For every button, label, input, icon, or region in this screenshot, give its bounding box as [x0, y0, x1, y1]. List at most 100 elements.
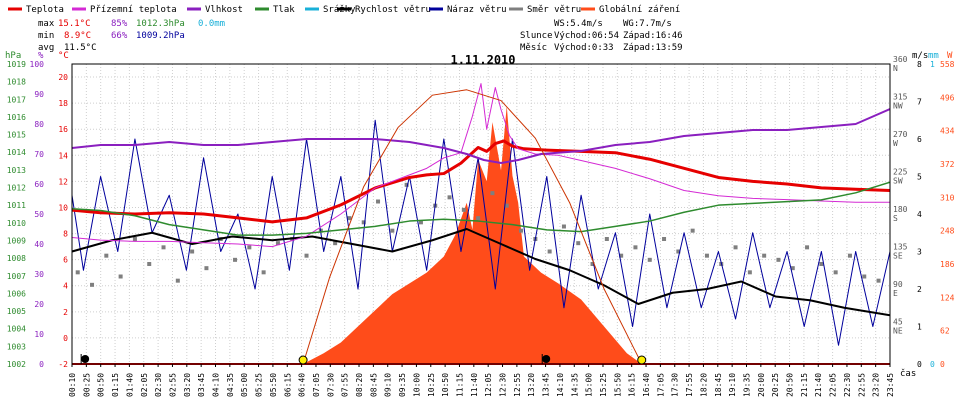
- x-tick-label: 09:10: [384, 373, 393, 397]
- x-tick-label: 02:30: [154, 373, 163, 397]
- wind-dir-point: [876, 278, 881, 283]
- unit-w: W: [947, 51, 953, 61]
- dir-tick-deg: 225: [893, 168, 908, 177]
- x-tick-label: 05:25: [255, 373, 264, 397]
- unit-hpa: hPa: [5, 51, 21, 61]
- hpa-tick: 1004: [7, 325, 26, 334]
- hpa-tick: 1011: [7, 201, 26, 210]
- x-tick-label: 20:50: [786, 373, 795, 397]
- wind-dir-point: [347, 216, 352, 221]
- x-tick-label: 13:20: [527, 373, 536, 397]
- x-tick-label: 21:15: [800, 373, 809, 397]
- wind-dir-point: [390, 228, 395, 233]
- wind-dir-point: [561, 224, 566, 229]
- legend-label: Rychlost větru: [355, 5, 431, 15]
- x-tick-label: 19:35: [742, 373, 751, 397]
- pct-tick: 70: [34, 150, 44, 159]
- wind-dir-point: [676, 249, 681, 254]
- wind-dir-point: [418, 220, 423, 225]
- x-tick-label: 15:50: [613, 373, 622, 397]
- x-tick-label: 07:55: [341, 373, 350, 397]
- astro-info: WS:5.4m/s WG:7.7m/s Slunce Východ:06:54 …: [520, 19, 683, 53]
- x-tick-label: 22:55: [857, 373, 866, 397]
- stats-avg-temp: 11.5°C: [64, 43, 97, 53]
- x-tick-label: 14:10: [556, 373, 565, 397]
- x-tick-label: 18:45: [714, 373, 723, 397]
- ms-tick: 5: [917, 173, 922, 182]
- w-tick: 372: [940, 160, 955, 169]
- pct-tick: 60: [34, 180, 44, 189]
- x-tick-label: 05:50: [269, 373, 278, 397]
- dir-tick-deg: 135: [893, 243, 908, 252]
- legend-label: Globální záření: [599, 5, 680, 15]
- info-sun-rise: Východ:06:54: [554, 31, 619, 41]
- w-tick: 434: [940, 127, 955, 136]
- x-tick-label: 20:25: [771, 373, 780, 397]
- x-tick-label: 04:35: [226, 373, 235, 397]
- hpa-tick: 1015: [7, 131, 26, 140]
- wind-dir-point: [647, 257, 652, 262]
- unit-temp: °C: [58, 51, 69, 61]
- hpa-tick: 1008: [7, 254, 26, 263]
- x-tick-label: 10:25: [427, 373, 436, 397]
- axes-layer: 1002100310041005100610071008100910101011…: [7, 55, 955, 397]
- x-tick-label: 01:40: [125, 373, 134, 397]
- hpa-tick: 1012: [7, 184, 26, 193]
- dir-tick-deg: 45: [893, 318, 903, 327]
- wind-dir-point: [547, 249, 552, 254]
- info-moon-rise: Východ:0:33: [554, 43, 614, 53]
- hpa-tick: 1007: [7, 272, 26, 281]
- x-tick-label: 22:30: [843, 373, 852, 397]
- wind-dir-point: [819, 262, 824, 266]
- hpa-tick: 1019: [7, 60, 26, 69]
- x-tick-label: 22:05: [829, 373, 838, 397]
- wind-dir-point: [147, 262, 152, 266]
- temp-tick: 8: [63, 230, 68, 239]
- w-tick: 62: [940, 327, 950, 336]
- wind-dir-point: [333, 241, 338, 246]
- plot-frame: [71, 63, 891, 365]
- x-tick-label: 17:30: [671, 373, 680, 397]
- x-tick-label: 14:35: [570, 373, 579, 397]
- wind-dir-point: [361, 220, 366, 225]
- info-moon-label: Měsíc: [520, 43, 547, 53]
- dir-tick-name: N: [893, 64, 898, 73]
- wind-dir-point: [662, 237, 667, 241]
- dir-tick-deg: 360: [893, 55, 908, 64]
- wind-dir-point: [461, 207, 466, 212]
- x-tick-label: 11:40: [470, 373, 479, 397]
- pct-tick: 20: [34, 300, 44, 309]
- wind-dir-point: [161, 245, 166, 250]
- temp-tick: 6: [63, 256, 68, 265]
- mm-tick: 0: [930, 360, 935, 369]
- x-tick-label: 18:20: [699, 373, 708, 397]
- stats-max-rain: 0.0mm: [198, 19, 225, 29]
- hpa-tick: 1006: [7, 289, 26, 298]
- wind-dir-point: [576, 241, 581, 246]
- wind-dir-point: [590, 262, 595, 266]
- wind-dir-point: [118, 274, 123, 279]
- temp-tick: 12: [58, 177, 68, 186]
- ms-tick: 0: [917, 360, 922, 369]
- x-tick-label: 07:05: [312, 373, 321, 397]
- pct-tick: 80: [34, 120, 44, 129]
- x-tick-label: 15:00: [585, 373, 594, 397]
- radiation-layer: [303, 105, 642, 364]
- x-tick-label: 08:20: [355, 373, 364, 397]
- wind-dir-point: [261, 270, 266, 275]
- stats-min-temp: 8.9°C: [64, 31, 91, 41]
- wind-dir-point: [747, 270, 752, 275]
- temp-tick: 2: [63, 308, 68, 317]
- chart-title: 1.11.2010: [450, 53, 515, 67]
- stats-max-label: max: [38, 19, 55, 29]
- hpa-tick: 1013: [7, 166, 26, 175]
- stats-min-press: 1009.2hPa: [136, 31, 185, 41]
- dir-tick-deg: 315: [893, 93, 908, 102]
- x-tick-label: 08:45: [369, 373, 378, 397]
- info-moon-set: Západ:13:59: [623, 43, 683, 53]
- pct-tick: 90: [34, 90, 44, 99]
- wind-dir-point: [75, 270, 80, 275]
- wind-dir-point: [490, 191, 495, 196]
- wind-dir-point: [519, 228, 524, 233]
- wind-dir-point: [690, 228, 695, 233]
